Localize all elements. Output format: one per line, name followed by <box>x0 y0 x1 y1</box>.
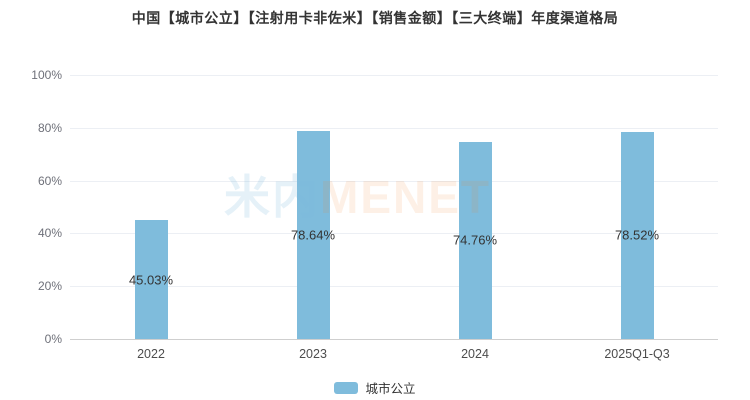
gridline-80% <box>70 128 718 129</box>
bar-value-label-2022: 45.03% <box>128 272 174 288</box>
x-axis-line <box>70 339 718 340</box>
y-axis-tick-label-60%: 60% <box>37 174 62 188</box>
legend-swatch[interactable] <box>334 381 359 394</box>
bar-2023[interactable] <box>296 131 330 339</box>
chart-title: 中国【城市公立】【注射用卡非佐米】【销售金额】【三大终端】年度渠道格局 <box>131 10 619 26</box>
x-axis-label-2023: 2023 <box>299 347 327 361</box>
bar-2022[interactable] <box>134 220 168 339</box>
x-axis-label-2022: 2022 <box>137 347 165 361</box>
gridline-100% <box>70 75 718 76</box>
bar-value-label-2025Q1-Q3: 78.52% <box>614 227 660 243</box>
gridline-20% <box>70 286 718 287</box>
y-axis-tick-label-20%: 20% <box>37 279 62 293</box>
bar-value-label-2023: 78.64% <box>290 227 336 243</box>
bar-value-label-2024: 74.76% <box>452 232 498 248</box>
y-axis-tick-label-80%: 80% <box>37 121 62 135</box>
gridline-60% <box>70 181 718 182</box>
bar-2024[interactable] <box>458 141 492 339</box>
gridline-40% <box>70 233 718 234</box>
legend-item[interactable]: 城市公立 <box>0 378 750 397</box>
legend-label[interactable]: 城市公立 <box>365 382 416 396</box>
y-axis-tick-label-40%: 40% <box>37 226 62 240</box>
y-axis-tick-label-100%: 100% <box>31 68 62 82</box>
x-axis-label-2025Q1-Q3: 2025Q1-Q3 <box>604 347 670 361</box>
bar-2025Q1-Q3[interactable] <box>620 131 654 339</box>
y-axis-tick-label-0%: 0% <box>44 332 62 346</box>
x-axis-label-2024: 2024 <box>461 347 489 361</box>
